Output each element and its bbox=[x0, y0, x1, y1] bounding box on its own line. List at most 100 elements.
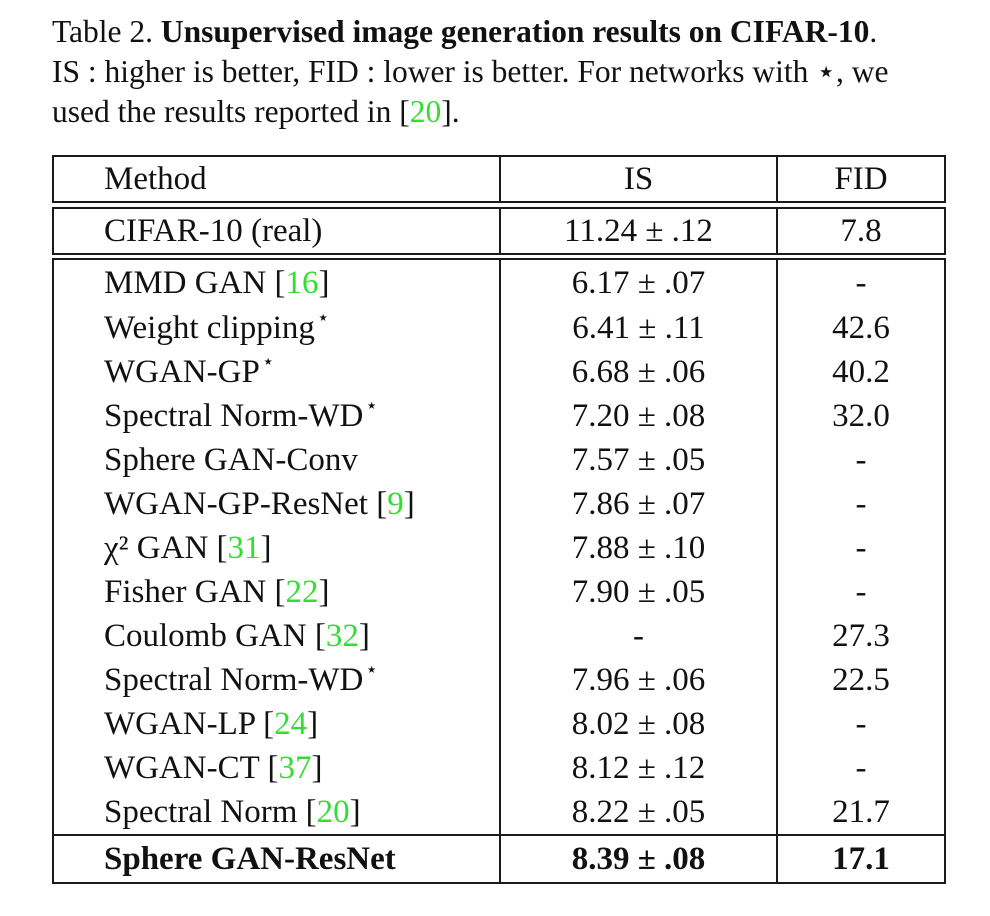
method-cell: Spectral Norm-WD ⋆ bbox=[52, 658, 501, 702]
results-table: MMD GAN [16] 6.17 ± .07- Weight clipping ⋆ 6… bbox=[52, 258, 946, 884]
results-body: MMD GAN [16] 6.17 ± .07- Weight clipping ⋆ 6… bbox=[52, 259, 946, 835]
citation-link[interactable]: 20 bbox=[409, 94, 442, 129]
table-row: χ² GAN [31] 7.88 ± .10- bbox=[52, 526, 946, 570]
caption-line-3-pre: used the results reported in [ bbox=[52, 94, 410, 129]
is-cell: 7.86 ± .07 bbox=[499, 482, 778, 526]
method-cell: Weight clipping ⋆ bbox=[52, 306, 501, 350]
final-method: Sphere GAN-ResNet bbox=[52, 834, 501, 883]
real-data-row: CIFAR-10 (real) 11.24 ± .12 7.8 bbox=[52, 208, 946, 254]
fid-cell: - bbox=[776, 746, 946, 790]
method-cell: Fisher GAN [22] bbox=[52, 570, 501, 614]
citation-bracket: ] bbox=[403, 486, 415, 522]
caption-label: Table 2. bbox=[52, 14, 154, 49]
citation-bracket: ] bbox=[260, 530, 272, 566]
method-cell: Spectral Norm [20] bbox=[52, 790, 501, 835]
method-name: WGAN-GP bbox=[104, 354, 260, 390]
header-row: Method IS FID bbox=[52, 156, 946, 202]
table-row: Weight clipping ⋆ 6.41 ± .11 42.6 bbox=[52, 306, 946, 350]
method-name: MMD GAN [ bbox=[104, 265, 286, 301]
table-row: MMD GAN [16] 6.17 ± .07- bbox=[52, 259, 946, 306]
is-cell: 6.41 ± .11 bbox=[499, 306, 778, 350]
citation-link[interactable]: 9 bbox=[387, 486, 404, 522]
star-marker: ⋆ bbox=[365, 395, 378, 417]
citation-bracket: ] bbox=[307, 706, 319, 742]
caption-line-2: IS : higher is better, FID : lower is be… bbox=[52, 54, 889, 89]
table-header: Method IS FID bbox=[52, 155, 946, 203]
fid-cell: - bbox=[776, 702, 946, 746]
fid-cell: - bbox=[776, 570, 946, 614]
citation-link[interactable]: 37 bbox=[278, 750, 312, 786]
star-marker: ⋆ bbox=[365, 659, 378, 681]
table-row: WGAN-LP [24] 8.02 ± .08- bbox=[52, 702, 946, 746]
real-is: 11.24 ± .12 bbox=[499, 208, 778, 254]
caption-line-3-post: ]. bbox=[441, 94, 460, 129]
method-name: Spectral Norm-WD bbox=[104, 662, 364, 698]
header-fid: FID bbox=[776, 156, 946, 202]
real-fid: 7.8 bbox=[776, 208, 946, 254]
header-is: IS bbox=[499, 156, 778, 202]
real-method: CIFAR-10 (real) bbox=[52, 208, 501, 254]
table-row: Spectral Norm [20] 8.22 ± .05 21.7 bbox=[52, 790, 946, 835]
star-marker: ⋆ bbox=[261, 351, 275, 373]
is-cell: 8.02 ± .08 bbox=[499, 702, 778, 746]
is-cell: - bbox=[499, 614, 778, 658]
citation-link[interactable]: 24 bbox=[274, 706, 308, 742]
fid-cell: 40.2 bbox=[776, 350, 946, 394]
is-cell: 7.90 ± .05 bbox=[499, 570, 778, 614]
table-real-data: CIFAR-10 (real) 11.24 ± .12 7.8 bbox=[52, 207, 946, 255]
citation-link[interactable]: 22 bbox=[285, 574, 319, 610]
fid-cell: 22.5 bbox=[776, 658, 946, 702]
table-row: WGAN-GP ⋆ 6.68 ± .06 40.2 bbox=[52, 350, 946, 394]
is-cell: 7.88 ± .10 bbox=[499, 526, 778, 570]
fid-cell: - bbox=[776, 482, 946, 526]
is-cell: 6.68 ± .06 bbox=[499, 350, 778, 394]
caption-title: Unsupervised image generation results on… bbox=[160, 14, 870, 49]
is-cell: 7.57 ± .05 bbox=[499, 438, 778, 482]
table-row: Spectral Norm-WD ⋆ 7.20 ± .08 32.0 bbox=[52, 394, 946, 438]
fid-cell: 42.6 bbox=[776, 306, 946, 350]
fid-cell: 21.7 bbox=[776, 790, 946, 835]
method-cell: WGAN-GP ⋆ bbox=[52, 350, 501, 394]
is-cell: 8.22 ± .05 bbox=[499, 790, 778, 835]
citation-link[interactable]: 32 bbox=[325, 618, 359, 654]
table-caption: Table 2. Unsupervised image generation r… bbox=[52, 14, 889, 129]
table-row: Sphere GAN-Conv 7.57 ± .05- bbox=[52, 438, 946, 482]
citation-bracket: ] bbox=[358, 618, 370, 654]
table-row: Spectral Norm-WD ⋆ 7.96 ± .06 22.5 bbox=[52, 658, 946, 702]
method-name: χ² GAN [ bbox=[104, 530, 228, 566]
citation-bracket: ] bbox=[311, 750, 323, 786]
final-fid: 17.1 bbox=[776, 834, 946, 883]
table-row: Coulomb GAN [32] -27.3 bbox=[52, 614, 946, 658]
method-cell: χ² GAN [31] bbox=[52, 526, 501, 570]
method-cell: Coulomb GAN [32] bbox=[52, 614, 501, 658]
fid-cell: - bbox=[776, 526, 946, 570]
method-name: Coulomb GAN [ bbox=[104, 618, 326, 654]
method-cell: WGAN-CT [37] bbox=[52, 746, 501, 790]
method-cell: MMD GAN [16] bbox=[52, 259, 501, 306]
header-method: Method bbox=[52, 156, 501, 202]
citation-bracket: ] bbox=[318, 574, 330, 610]
star-marker: ⋆ bbox=[316, 307, 330, 329]
citation-link[interactable]: 16 bbox=[285, 265, 319, 301]
final-row: Sphere GAN-ResNet 8.39 ± .08 17.1 bbox=[52, 834, 946, 883]
method-name: WGAN-GP-ResNet [ bbox=[104, 486, 388, 522]
final-is: 8.39 ± .08 bbox=[499, 834, 778, 883]
table-row: WGAN-GP-ResNet [9] 7.86 ± .07- bbox=[52, 482, 946, 526]
fid-cell: - bbox=[776, 438, 946, 482]
method-name: Spectral Norm-WD bbox=[104, 398, 364, 434]
citation-bracket: ] bbox=[349, 794, 361, 830]
citation-bracket: ] bbox=[318, 265, 330, 301]
fid-cell: 32.0 bbox=[776, 394, 946, 438]
fid-cell: 27.3 bbox=[776, 614, 946, 658]
citation-link[interactable]: 31 bbox=[227, 530, 261, 566]
is-cell: 6.17 ± .07 bbox=[499, 259, 778, 306]
method-cell: WGAN-GP-ResNet [9] bbox=[52, 482, 501, 526]
citation-link[interactable]: 20 bbox=[316, 794, 350, 830]
method-name: Spectral Norm [ bbox=[104, 794, 317, 830]
method-cell: Spectral Norm-WD ⋆ bbox=[52, 394, 501, 438]
is-cell: 7.20 ± .08 bbox=[499, 394, 778, 438]
table-row: Fisher GAN [22] 7.90 ± .05- bbox=[52, 570, 946, 614]
method-name: Weight clipping bbox=[104, 310, 315, 346]
method-name: WGAN-LP [ bbox=[104, 706, 275, 742]
is-cell: 7.96 ± .06 bbox=[499, 658, 778, 702]
